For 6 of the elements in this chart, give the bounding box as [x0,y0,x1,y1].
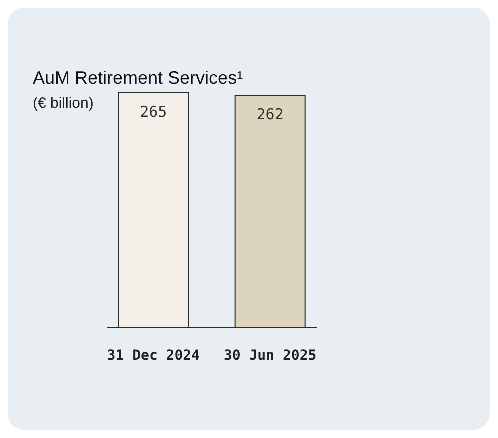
data-label: 262 [256,106,284,124]
x-tick-label: 30 Jun 2025 [224,348,317,364]
x-tick-label: 31 Dec 2024 [107,348,200,364]
chart-subtitle: (€ billion) [33,95,94,112]
chart-title: AuM Retirement Services¹ [33,68,244,88]
data-label: 265 [140,103,168,121]
